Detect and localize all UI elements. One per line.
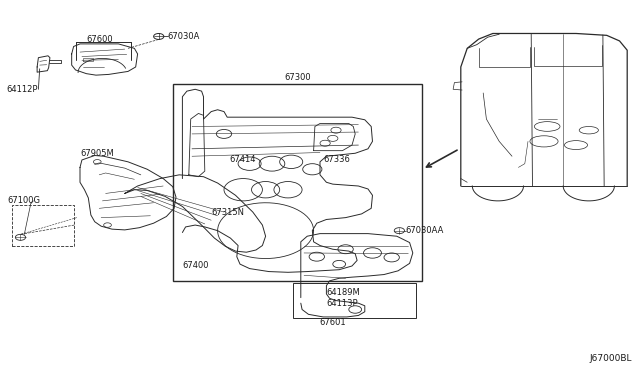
Text: 67400: 67400 bbox=[182, 262, 209, 270]
Text: 67414: 67414 bbox=[229, 155, 255, 164]
Text: 67600: 67600 bbox=[86, 35, 113, 44]
Text: 67300: 67300 bbox=[284, 73, 311, 81]
Text: 67601: 67601 bbox=[319, 318, 346, 327]
Text: 67030A: 67030A bbox=[168, 32, 200, 41]
Text: 67030AA: 67030AA bbox=[406, 226, 444, 235]
Bar bbox=[293, 283, 416, 318]
Bar bbox=[173, 84, 422, 281]
Text: 64189M: 64189M bbox=[326, 288, 360, 296]
Text: 67100G: 67100G bbox=[8, 196, 41, 205]
Text: J67000BL: J67000BL bbox=[590, 354, 632, 363]
Text: 67315N: 67315N bbox=[211, 208, 244, 217]
Bar bbox=[12, 205, 74, 246]
Text: 64112P: 64112P bbox=[6, 85, 38, 94]
Text: 67905M: 67905M bbox=[80, 149, 114, 158]
Text: 64113P: 64113P bbox=[326, 299, 358, 308]
Text: 67336: 67336 bbox=[324, 155, 351, 164]
